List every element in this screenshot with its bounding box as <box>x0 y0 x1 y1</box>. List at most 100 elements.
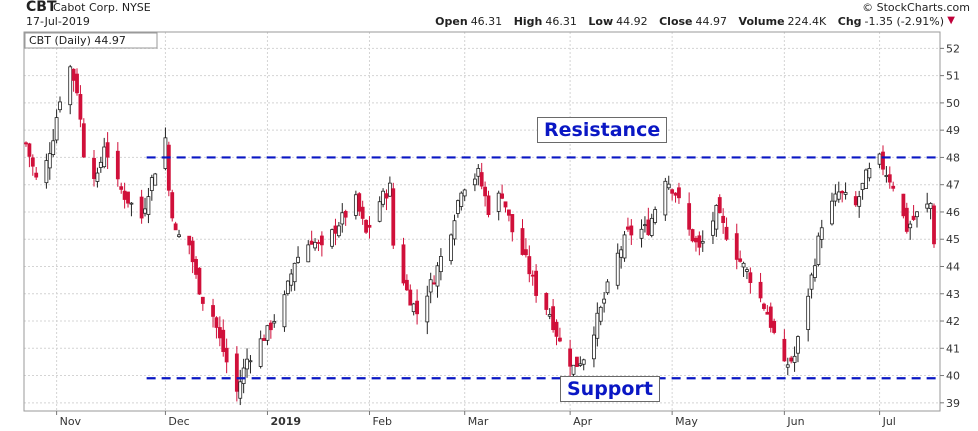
support-label: Support <box>560 376 660 402</box>
candle-body <box>483 186 488 197</box>
candle-body <box>520 228 525 255</box>
candle-body <box>313 241 317 249</box>
date-axis: Nov Dec 2019 Feb Mar Apr May Jun Jul <box>56 411 896 428</box>
candle <box>51 129 56 157</box>
candle-body <box>544 292 549 310</box>
candle <box>765 305 770 315</box>
candle-body <box>146 196 151 215</box>
candle-body <box>558 337 562 342</box>
candle-body <box>411 303 416 313</box>
candle-body <box>258 338 263 367</box>
candle <box>496 190 501 221</box>
candle <box>292 262 297 291</box>
candle <box>724 217 729 241</box>
candle <box>296 246 300 264</box>
candle-body <box>479 172 484 187</box>
candle-body <box>891 185 896 189</box>
candle-body <box>336 225 341 237</box>
candle <box>285 280 290 296</box>
candle-body <box>496 192 501 212</box>
candle <box>105 132 110 170</box>
candle <box>748 267 753 294</box>
candle-body <box>364 219 368 233</box>
candle-body <box>598 306 603 322</box>
candle <box>149 174 154 201</box>
candle <box>551 299 556 333</box>
candle-body <box>673 192 678 196</box>
candle-body <box>738 258 743 262</box>
candle-body <box>602 298 607 304</box>
candle <box>241 358 246 394</box>
candle-body <box>510 214 515 233</box>
candle-body <box>224 347 229 363</box>
candle-body <box>768 306 773 328</box>
candle-body <box>687 203 692 230</box>
y-tick-label: 47 <box>946 179 960 192</box>
candle-body <box>833 193 838 202</box>
candle <box>234 346 239 402</box>
candle-body <box>47 153 52 169</box>
candle-body <box>449 234 453 262</box>
candle <box>153 172 158 186</box>
candle-body <box>214 317 219 328</box>
candle <box>126 191 130 208</box>
candle <box>95 167 100 188</box>
candle-body <box>425 295 430 323</box>
candle <box>646 207 651 236</box>
candle-body <box>353 194 358 216</box>
candle <box>908 220 913 240</box>
candle-body <box>296 256 300 263</box>
x-tick-label: May <box>675 415 698 428</box>
candle <box>173 221 178 231</box>
x-tick-label: 2019 <box>270 415 301 428</box>
candle <box>575 356 579 367</box>
candle <box>438 248 443 281</box>
candle-body <box>551 306 556 331</box>
candle <box>622 231 627 262</box>
candle-body <box>360 206 365 219</box>
y-tick-label: 50 <box>946 97 960 110</box>
candle-body <box>58 101 62 111</box>
candle <box>520 219 525 256</box>
candle-body <box>143 208 147 214</box>
candle-body <box>129 202 134 205</box>
candle <box>721 208 726 234</box>
candle-body <box>653 209 658 223</box>
candle-body <box>211 305 215 317</box>
candle <box>904 202 909 234</box>
candle-body <box>126 191 130 204</box>
candle-body <box>387 182 392 197</box>
ohlc-summary: Open 46.31 High 46.31 Low 44.92 Close 44.97 … <box>435 15 944 29</box>
candle-body <box>547 314 552 317</box>
candle <box>476 164 481 186</box>
candle-body <box>503 201 508 208</box>
candle <box>248 355 253 374</box>
volume-label: Volume <box>738 15 785 28</box>
candle-body <box>428 279 433 293</box>
candle <box>626 217 630 232</box>
legend-box: CBT (Daily) 44.97 <box>24 32 158 49</box>
candle <box>163 127 168 171</box>
candle <box>697 231 702 256</box>
candle-body <box>262 337 266 341</box>
candle-body <box>724 226 729 240</box>
high-label: High <box>513 15 543 28</box>
candle <box>166 141 171 197</box>
candle-body <box>330 229 334 247</box>
candle-body <box>881 151 885 170</box>
candle <box>143 197 147 217</box>
candle <box>629 219 634 245</box>
candle <box>507 209 511 222</box>
candle-body <box>272 321 277 324</box>
candle <box>319 231 324 257</box>
stockcharts-credit[interactable]: © StockCharts.com <box>862 1 970 14</box>
candle <box>71 68 76 92</box>
candle-body <box>149 177 154 191</box>
candle <box>598 305 603 326</box>
candle-body <box>44 160 49 184</box>
candle <box>554 319 559 346</box>
candle-body <box>343 210 348 218</box>
candle <box>265 325 270 346</box>
candle-body <box>901 193 906 217</box>
